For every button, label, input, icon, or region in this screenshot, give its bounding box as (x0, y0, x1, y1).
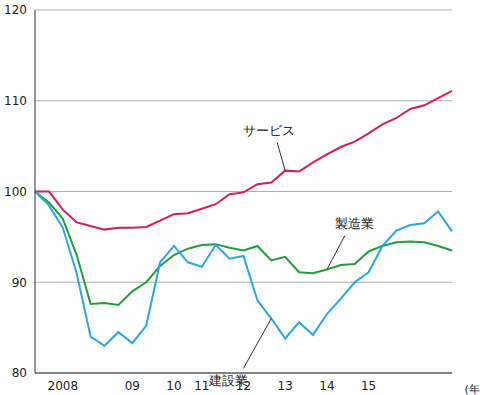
svg-text:10: 10 (166, 379, 181, 393)
svg-text:建設業: 建設業 (208, 373, 248, 388)
svg-text:13: 13 (278, 379, 293, 393)
svg-text:80: 80 (12, 366, 27, 380)
svg-text:90: 90 (12, 276, 27, 290)
svg-text:11: 11 (194, 379, 209, 393)
svg-text:2008: 2008 (48, 379, 79, 393)
svg-text:15: 15 (361, 379, 376, 393)
svg-text:100: 100 (8, 185, 27, 199)
svg-text:09: 09 (125, 379, 140, 393)
svg-text:120: 120 (8, 3, 27, 17)
svg-text:製造業: 製造業 (335, 216, 374, 231)
svg-text:14: 14 (319, 379, 334, 393)
svg-text:サービス: サービス (243, 123, 295, 138)
svg-text:(年): (年) (464, 383, 472, 395)
svg-text:110: 110 (8, 94, 27, 108)
